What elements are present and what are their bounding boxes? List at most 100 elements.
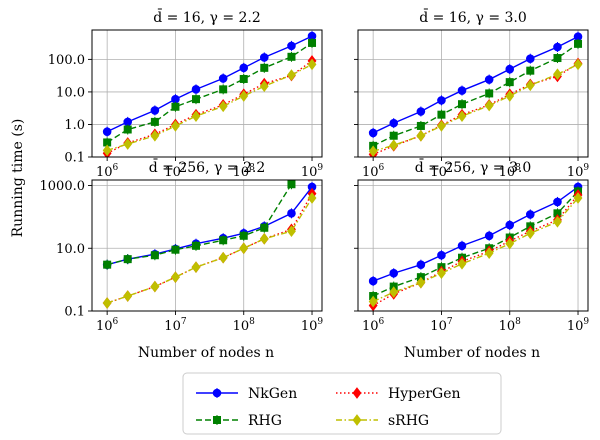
- data-point-srhg: [437, 267, 446, 280]
- data-point-srhg: [239, 242, 249, 255]
- data-point-srhg: [573, 192, 583, 204]
- series-group: [368, 181, 583, 311]
- x-tick-label: 106: [362, 163, 385, 180]
- data-point-srhg: [457, 110, 467, 122]
- data-point-nkgen: [505, 220, 515, 230]
- data-point-rhg: [239, 74, 248, 83]
- data-point-srhg: [102, 144, 112, 157]
- axes-frame: [91, 29, 323, 158]
- data-point-nkgen: [191, 85, 201, 94]
- legend-box: [182, 372, 502, 435]
- data-point-nkgen: [389, 268, 399, 278]
- data-point-rhg: [287, 52, 296, 61]
- data-point-nkgen: [505, 64, 515, 74]
- panel-title: d̄ = 16, γ = 2.2: [153, 8, 261, 26]
- panel-title: d̄ = 256, γ = 2.2: [149, 158, 265, 176]
- data-point-srhg: [416, 129, 426, 142]
- data-point-srhg: [505, 237, 515, 250]
- data-point-srhg: [171, 271, 180, 283]
- data-point-nkgen: [389, 118, 399, 128]
- legend-entry-nkgen: NkGen: [196, 386, 297, 402]
- data-point-srhg: [150, 280, 160, 293]
- data-point-nkgen: [416, 260, 426, 269]
- data-point-nkgen: [218, 74, 228, 83]
- y-tick-label: 10.0: [56, 242, 85, 257]
- panel-1: d̄ = 16, γ = 2.2 106 107 108 109 0.1 1.0 10.0 10…: [48, 8, 324, 180]
- x-axis-label-left: Number of nodes n: [138, 345, 274, 361]
- data-point-nkgen: [259, 53, 269, 62]
- y-tick-label: 1.0: [64, 118, 85, 133]
- data-point-rhg: [526, 66, 535, 75]
- panel-4: d̄ = 256, γ = 3.0 106 107 108 109: [354, 158, 589, 334]
- legend-marker: [352, 414, 362, 426]
- data-point-srhg: [457, 257, 467, 270]
- series-line-hypergen: [106, 60, 313, 154]
- data-point-nkgen: [525, 210, 535, 219]
- data-point-nkgen: [368, 128, 378, 138]
- legend-entry-rhg: RHG: [196, 413, 282, 429]
- x-tick-label: 109: [301, 163, 324, 180]
- data-point-rhg: [219, 236, 228, 245]
- legend-label: RHG: [248, 413, 282, 429]
- series-line-srhg: [106, 197, 313, 304]
- data-point-srhg: [525, 79, 535, 92]
- legend-marker: [213, 416, 221, 424]
- y-axis-label: Running time (s): [10, 119, 26, 238]
- data-point-rhg: [308, 38, 317, 47]
- data-point-srhg: [218, 251, 228, 264]
- y-tick-label: 0.1: [64, 305, 85, 320]
- data-point-srhg: [553, 68, 562, 81]
- x-tick-label: 108: [233, 317, 256, 334]
- data-point-srhg: [287, 69, 296, 81]
- axes-frame: [357, 179, 589, 312]
- data-point-nkgen: [437, 96, 446, 105]
- data-point-srhg: [553, 215, 562, 228]
- data-point-srhg: [437, 120, 446, 132]
- x-tick-label: 107: [430, 163, 453, 180]
- panel-2: d̄ = 16, γ = 3.0 106 107 108 109: [354, 8, 589, 180]
- data-point-srhg: [259, 232, 269, 245]
- data-point-nkgen: [287, 41, 296, 51]
- data-point-rhg: [123, 255, 132, 264]
- data-point-rhg: [171, 245, 180, 254]
- data-point-srhg: [307, 192, 317, 204]
- data-point-srhg: [505, 90, 515, 102]
- series-line-hypergen: [106, 193, 313, 304]
- y-tick-label: 10.0: [56, 85, 85, 100]
- data-point-rhg: [260, 63, 269, 72]
- data-point-nkgen: [484, 231, 494, 241]
- x-tick-label: 108: [499, 317, 522, 334]
- x-tick-label: 108: [233, 163, 256, 180]
- y-tick-label: 100.0: [48, 53, 85, 68]
- data-point-nkgen: [287, 209, 296, 218]
- data-point-nkgen: [239, 63, 249, 73]
- data-point-rhg: [574, 39, 583, 48]
- data-point-srhg: [389, 139, 399, 152]
- legend-marker: [352, 387, 362, 399]
- x-tick-label: 108: [499, 163, 522, 180]
- data-point-srhg: [171, 120, 180, 132]
- data-point-rhg: [191, 95, 200, 104]
- data-point-nkgen: [368, 276, 378, 286]
- data-point-srhg: [389, 286, 399, 298]
- legend-entry-hypergen: HyperGen: [336, 386, 461, 402]
- data-point-srhg: [484, 99, 494, 112]
- data-point-srhg: [573, 58, 583, 71]
- x-tick-label: 106: [96, 163, 119, 180]
- series-line-srhg: [372, 63, 579, 152]
- data-point-rhg: [457, 100, 466, 109]
- data-point-srhg: [239, 90, 249, 102]
- data-point-srhg: [123, 290, 133, 302]
- x-tick-label: 109: [301, 317, 324, 334]
- data-point-srhg: [123, 138, 133, 150]
- data-point-rhg: [260, 223, 269, 232]
- x-tick-label: 107: [164, 317, 187, 334]
- legend-label: HyperGen: [388, 386, 461, 402]
- series-line-nkgen: [372, 36, 579, 134]
- panels: d̄ = 16, γ = 2.2 106 107 108 109 0.1 1.0 10.0 10…: [40, 8, 590, 334]
- x-tick-label: 109: [567, 163, 590, 180]
- x-tick-label: 109: [567, 317, 590, 334]
- data-point-srhg: [191, 261, 201, 273]
- data-point-rhg: [485, 89, 494, 98]
